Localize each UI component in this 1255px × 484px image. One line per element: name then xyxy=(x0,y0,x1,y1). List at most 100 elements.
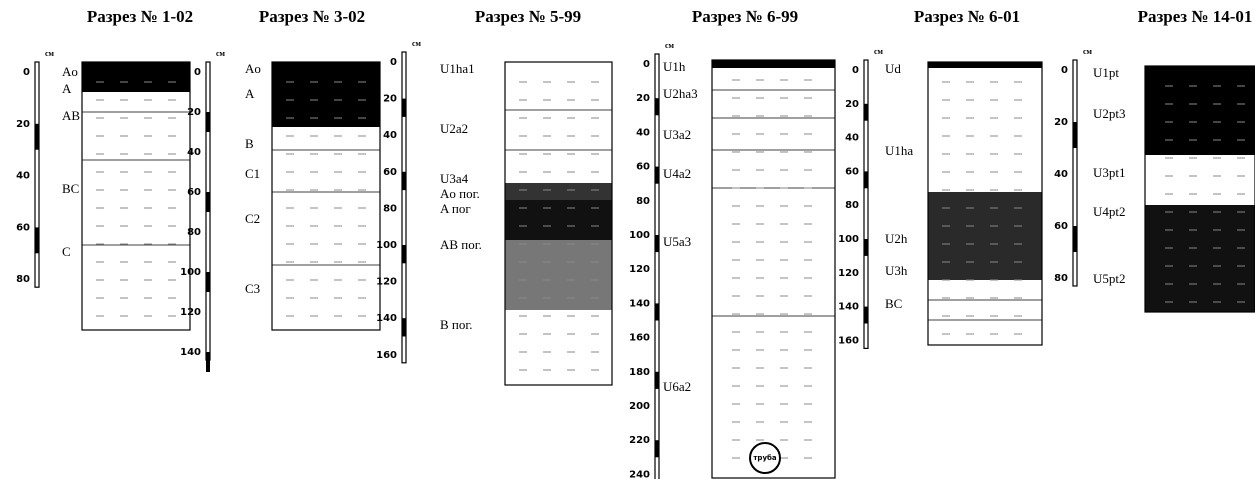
depth-tick xyxy=(864,104,868,121)
horizon-label: U5a3 xyxy=(663,234,691,249)
depth-tick xyxy=(655,167,659,184)
depth-scale-bar xyxy=(655,54,659,479)
depth-tick-label: 20 xyxy=(845,99,859,110)
depth-tick-label: 20 xyxy=(1054,117,1068,128)
soil-layer xyxy=(928,62,1042,68)
depth-tick xyxy=(864,171,868,188)
depth-tick-label: 160 xyxy=(629,333,650,344)
depth-tick-label: 60 xyxy=(845,166,859,177)
depth-tick-label: 140 xyxy=(376,313,397,324)
depth-tick-label: 80 xyxy=(16,274,30,285)
depth-tick-label: 80 xyxy=(636,196,650,207)
soil-layer xyxy=(272,62,380,127)
profile: Разрез № 14-01см020406080U1ptU2pt3U3pt1U… xyxy=(1054,7,1255,312)
depth-unit: см xyxy=(665,41,675,50)
depth-tick-label: 60 xyxy=(187,187,201,198)
depth-tick xyxy=(206,192,210,212)
horizon-label: Ao пог. xyxy=(440,186,480,201)
depth-tick xyxy=(35,227,39,253)
horizon-label: A xyxy=(245,86,255,101)
depth-tick xyxy=(655,98,659,115)
depth-tick-label: 100 xyxy=(838,234,859,245)
horizon-label: C2 xyxy=(245,211,260,226)
horizon-label: U1pt xyxy=(1093,65,1119,80)
depth-tick-label: 0 xyxy=(390,57,397,68)
horizon-label: B пог. xyxy=(440,317,473,332)
depth-scale-bar xyxy=(1073,60,1077,286)
profile-title: Разрез № 6-99 xyxy=(692,7,798,26)
depth-tick-label: 140 xyxy=(180,347,201,358)
soil-layer xyxy=(712,60,835,68)
soil-layer xyxy=(1145,205,1255,312)
soil-layer xyxy=(505,240,612,310)
depth-tick-label: 0 xyxy=(643,59,650,70)
depth-scale-bar xyxy=(864,60,868,348)
profile-title: Разрез № 5-99 xyxy=(475,7,581,26)
horizon-label: Ao xyxy=(245,61,261,76)
profile: Разрез № 6-01см020406080100120140160UdU1… xyxy=(838,7,1042,348)
depth-tick xyxy=(864,307,868,324)
depth-tick-label: 200 xyxy=(629,401,650,412)
depth-tick xyxy=(655,440,659,457)
depth-tick-label: 0 xyxy=(1061,65,1068,76)
depth-tick xyxy=(402,172,406,190)
depth-tick xyxy=(402,99,406,117)
depth-tick-label: 20 xyxy=(16,119,30,130)
soil-layer xyxy=(928,192,1042,280)
profile: Разрез № 5-99см020406080100120140160U1ha… xyxy=(376,7,612,385)
horizon-label: U2ha3 xyxy=(663,86,698,101)
depth-tick-label: 80 xyxy=(845,200,859,211)
pipe-label: труба xyxy=(753,454,777,462)
horizon-label: U3h xyxy=(885,263,908,278)
depth-tick-label: 40 xyxy=(187,147,201,158)
depth-tick xyxy=(655,235,659,252)
horizon-label: U3a4 xyxy=(440,171,469,186)
horizon-label: BC xyxy=(62,181,79,196)
depth-tick-label: 60 xyxy=(383,167,397,178)
depth-tick-label: 60 xyxy=(1054,221,1068,232)
horizon-label: AB xyxy=(62,108,80,123)
profile: Разрез № 6-99см0204060801001201401601802… xyxy=(629,7,835,479)
horizon-label: A пог xyxy=(440,201,471,216)
depth-tick-label: 120 xyxy=(376,277,397,288)
depth-tick-label: 40 xyxy=(1054,169,1068,180)
profile-title: Разрез № 1-02 xyxy=(87,7,193,26)
soil-layer xyxy=(712,68,835,478)
soil-layer xyxy=(928,68,1042,192)
horizon-label: A xyxy=(62,81,72,96)
profile-title: Разрез № 6-01 xyxy=(914,7,1020,26)
depth-tick xyxy=(35,124,39,150)
depth-tick xyxy=(655,303,659,320)
depth-tick-label: 240 xyxy=(629,469,650,479)
depth-unit: см xyxy=(45,49,55,58)
profile-title: Разрез № 14-01 xyxy=(1138,7,1253,26)
depth-tick-label: 60 xyxy=(636,162,650,173)
horizon-label: Ud xyxy=(885,61,901,76)
horizon-label: AB пог. xyxy=(440,237,482,252)
depth-tick-label: 100 xyxy=(629,230,650,241)
horizon-label: U3a2 xyxy=(663,127,691,142)
horizon-label: U1h xyxy=(663,59,686,74)
soil-layer xyxy=(1145,66,1255,155)
soil-layer xyxy=(505,183,612,200)
depth-tick-label: 60 xyxy=(16,222,30,233)
horizon-label: U3pt1 xyxy=(1093,165,1126,180)
depth-tick xyxy=(655,372,659,389)
depth-tick-label: 40 xyxy=(383,130,397,141)
depth-unit: см xyxy=(216,49,226,58)
horizon-label: C1 xyxy=(245,166,260,181)
horizon-label: U1ha xyxy=(885,143,913,158)
depth-unit: см xyxy=(412,39,422,48)
depth-tick-label: 20 xyxy=(187,107,201,118)
soil-layer xyxy=(82,62,190,92)
depth-tick xyxy=(1073,122,1077,148)
depth-tick xyxy=(206,352,210,372)
depth-tick-label: 40 xyxy=(845,133,859,144)
depth-scale-bar xyxy=(35,62,39,287)
depth-tick-label: 0 xyxy=(852,65,859,76)
depth-tick-label: 0 xyxy=(23,67,30,78)
horizon-label: C xyxy=(62,244,71,259)
soil-layer xyxy=(272,127,380,330)
horizon-label: U4a2 xyxy=(663,166,691,181)
